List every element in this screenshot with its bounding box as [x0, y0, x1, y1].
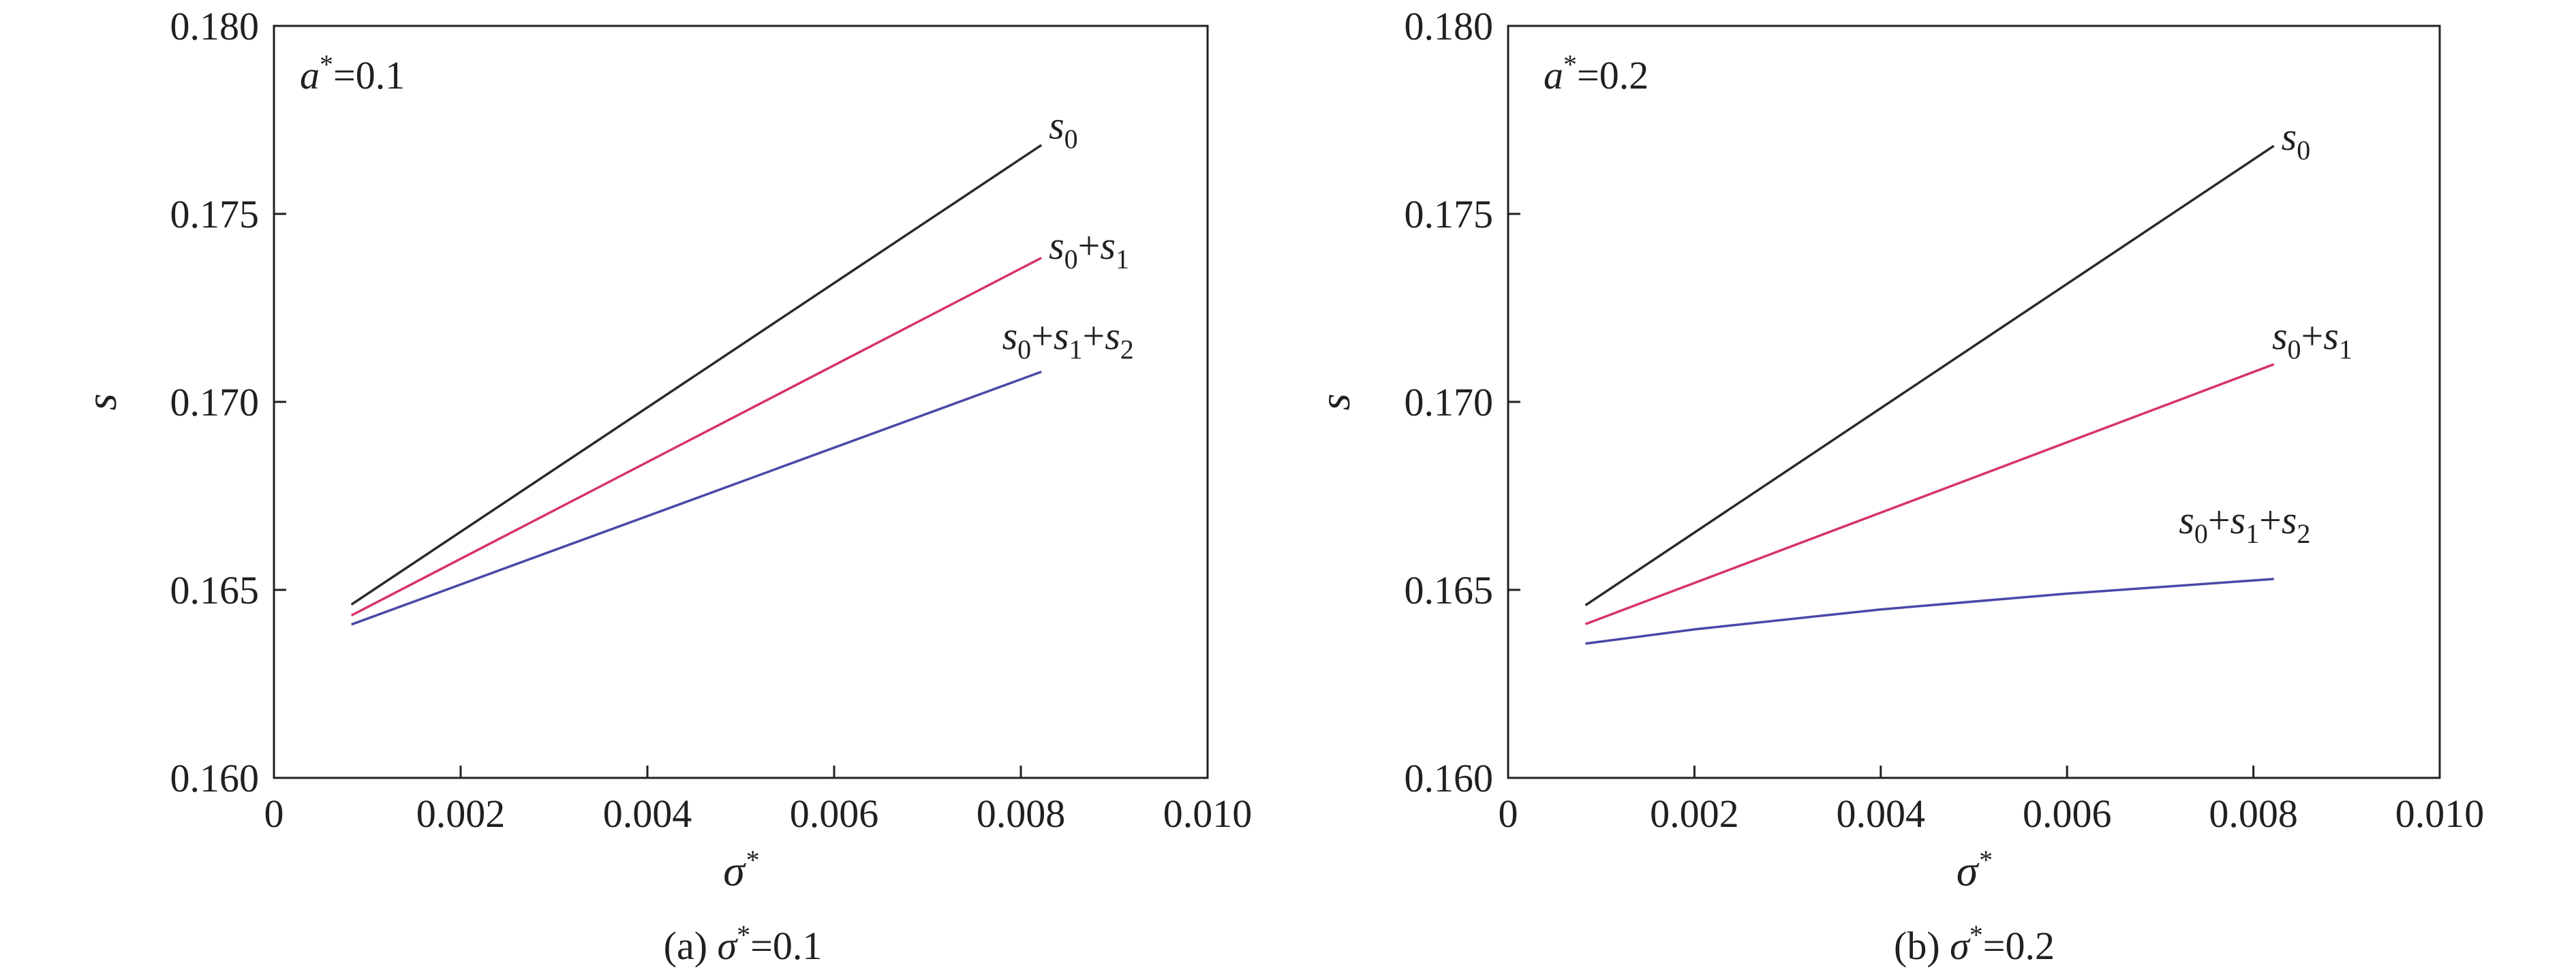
- series-label: s0​+s1​: [2272, 314, 2352, 365]
- x-axis-label: σ*: [723, 845, 758, 895]
- y-axis-label: s: [1310, 394, 1359, 411]
- series-label: s0​+s1​+s2​: [2179, 498, 2310, 549]
- y-tick-label: 0.165: [1405, 568, 1494, 612]
- x-tick-label: 0.008: [2209, 791, 2298, 836]
- panel-caption: (b) σ*=0.2: [1894, 920, 2055, 968]
- series-line-s0-s1-s2: [1585, 578, 2274, 645]
- annotation: a*=0.1: [300, 49, 405, 97]
- series-line-s0: [350, 144, 1043, 606]
- series-line-s0-s1-s2: [351, 371, 1042, 626]
- y-tick-label: 0.175: [1405, 192, 1494, 236]
- x-tick-label: 0.010: [2395, 791, 2485, 836]
- x-tick-label: 0.002: [416, 791, 506, 836]
- x-tick-label: 0.008: [977, 791, 1066, 836]
- x-tick-label: 0.002: [1650, 791, 1739, 836]
- y-tick-label: 0.180: [1405, 4, 1494, 48]
- series-line-s0-s1: [350, 257, 1042, 617]
- y-tick-label: 0.180: [170, 4, 260, 48]
- y-tick-label: 0.170: [1405, 380, 1494, 424]
- x-tick-label: 0: [264, 791, 284, 836]
- series-label: s0​: [2282, 114, 2311, 166]
- y-axis-label: s: [77, 394, 125, 411]
- series-label: s0​: [1049, 104, 1078, 155]
- series-label: s0​+s1​+s2​: [1002, 314, 1134, 365]
- y-tick-label: 0.160: [170, 756, 260, 800]
- series-line-s0: [1584, 144, 2275, 607]
- x-tick-label: 0: [1499, 791, 1518, 836]
- series-line-s0-s1: [1584, 363, 2275, 625]
- panel-caption: (a) σ*=0.1: [664, 920, 823, 968]
- y-tick-label: 0.165: [170, 568, 260, 612]
- y-tick-label: 0.160: [1405, 756, 1494, 800]
- annotation: a*=0.2: [1544, 49, 1649, 97]
- x-tick-label: 0.010: [1163, 791, 1253, 836]
- y-tick-label: 0.170: [170, 380, 260, 424]
- chart-panel-a: 0 0.002 0.004 0.006 0.008 0.010 0.160 0.165 0.17…: [77, 4, 1252, 968]
- chart-panel-b: 0 0.002 0.004 0.006 0.008 0.010 0.160 0.165 0.17…: [1310, 4, 2484, 968]
- x-tick-label: 0.006: [790, 791, 879, 836]
- x-tick-label: 0.006: [2023, 791, 2112, 836]
- series-label: s0​+s1​: [1049, 223, 1129, 275]
- x-axis-label: σ*: [1957, 845, 1992, 895]
- x-tick-label: 0.004: [1837, 791, 1926, 836]
- x-tick-label: 0.004: [603, 791, 692, 836]
- y-tick-label: 0.175: [170, 192, 260, 236]
